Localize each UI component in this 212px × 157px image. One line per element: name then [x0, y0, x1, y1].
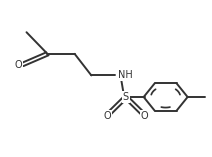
Text: S: S	[123, 92, 129, 102]
Text: NH: NH	[117, 70, 132, 80]
Text: O: O	[103, 111, 111, 121]
Text: O: O	[141, 111, 149, 121]
Text: O: O	[15, 60, 22, 70]
